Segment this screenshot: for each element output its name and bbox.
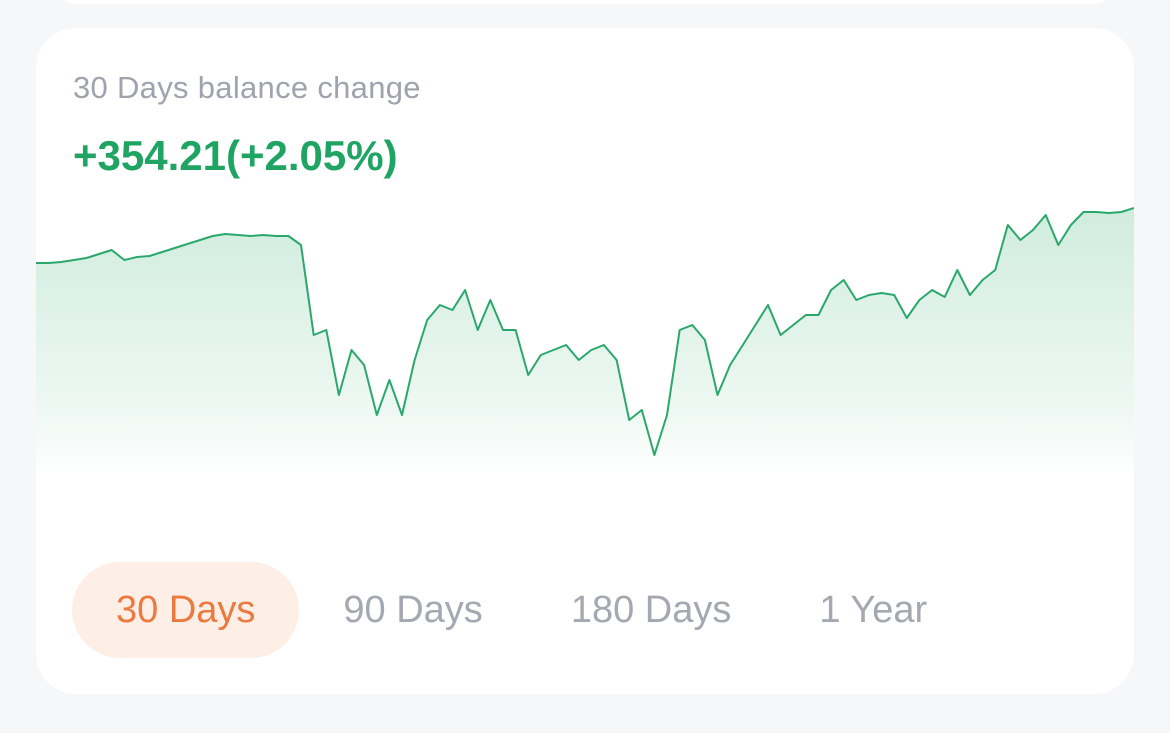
range-tab[interactable]: 1 Year [819, 589, 928, 631]
chart [36, 207, 1134, 478]
balance-line [36, 207, 1134, 456]
range-tabs: 30 Days 90 Days 180 Days 1 Year [72, 562, 971, 658]
balance-change: +354.21(+2.05%) [73, 132, 398, 179]
previous-card [56, 0, 1114, 4]
range-tab[interactable]: 180 Days [570, 589, 732, 631]
range-tab[interactable]: 90 Days [343, 589, 483, 631]
subtitle: 30 Days balance change [73, 70, 421, 105]
area [36, 208, 1134, 478]
balance-card: 30 Days balance change +354.21(+2.05%) 3… [36, 28, 1134, 694]
range-tab[interactable]: 30 Days [72, 562, 300, 658]
